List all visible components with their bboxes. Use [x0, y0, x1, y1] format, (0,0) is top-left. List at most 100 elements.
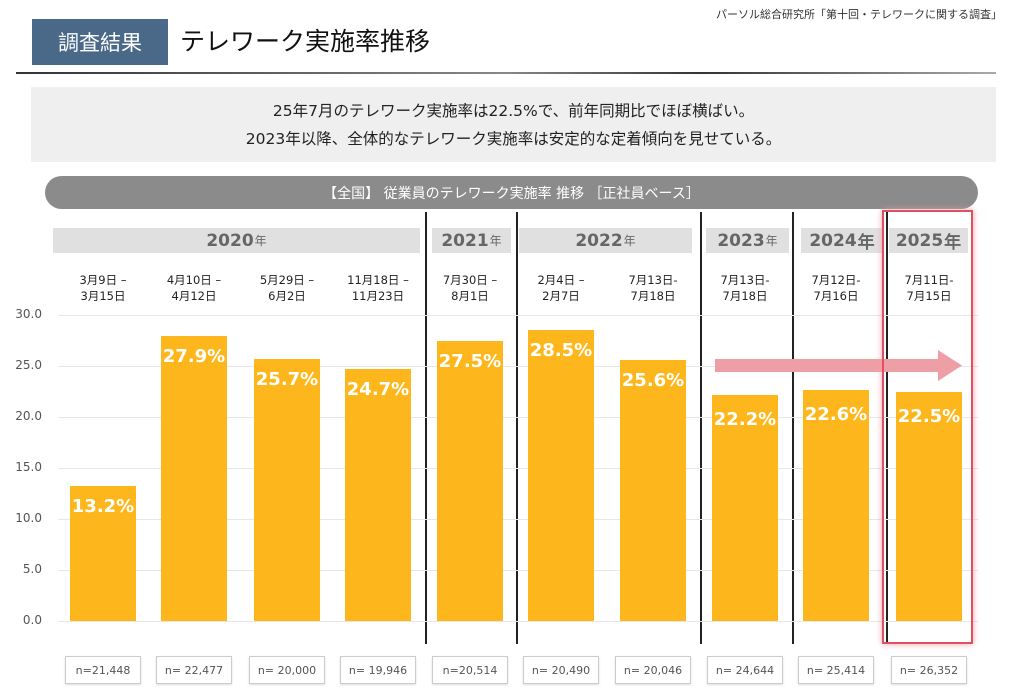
- bar: [254, 358, 320, 621]
- section-badge: 調査結果: [32, 19, 168, 65]
- data-label: 27.9%: [162, 346, 226, 368]
- sample-size: n= 20,490: [523, 656, 599, 684]
- summary-box: 25年7月のテレワーク実施率は22.5%で、前年同期比でほぼ横ばい。 2023年…: [31, 87, 996, 162]
- year-suffix: 年: [623, 234, 636, 248]
- year-header-2020: 2020 年: [53, 228, 420, 253]
- highlight-box-2025: [882, 210, 973, 644]
- chart-title: 【全国】 従業員のテレワーク実施率 推移 ［正社員ベース］: [45, 176, 978, 209]
- bar: [896, 391, 962, 621]
- date-line: 3月15日: [80, 289, 126, 303]
- date-line: 8月1日: [451, 289, 489, 303]
- gridline: [58, 315, 978, 316]
- bar: [712, 394, 778, 621]
- title-divider: [16, 72, 996, 74]
- sample-size: n= 26,352: [891, 656, 967, 684]
- bar: [528, 330, 594, 621]
- y-tick-label: 25.0: [15, 358, 42, 372]
- data-label: 22.2%: [713, 408, 777, 430]
- bar: [803, 390, 869, 621]
- period-separator: [886, 212, 888, 644]
- year-label: 2022: [575, 230, 623, 251]
- period-separator: [700, 212, 702, 644]
- y-tick-label: 0.0: [22, 613, 42, 627]
- data-label: 25.6%: [621, 369, 685, 391]
- sample-size: n= 22,477: [156, 656, 232, 684]
- date-range-label: 7月12日- 7月16日: [791, 272, 881, 304]
- date-line: 6月2日: [268, 289, 306, 303]
- sample-size: n= 20,046: [615, 656, 691, 684]
- period-separator: [425, 212, 427, 644]
- gridline: [58, 417, 978, 418]
- period-separator: [792, 212, 794, 644]
- bar: [437, 340, 503, 621]
- date-line: 7月13日-: [628, 273, 678, 287]
- y-tick-label: 20.0: [15, 409, 42, 423]
- gridline: [58, 519, 978, 520]
- bar: [161, 336, 227, 621]
- date-line: 7月13日-: [720, 273, 770, 287]
- gridline: [58, 468, 978, 469]
- y-tick-label: 10.0: [15, 511, 42, 525]
- date-range-label: 2月4日 – 2月7日: [516, 272, 606, 304]
- year-suffix: 年: [765, 234, 778, 248]
- date-range-label: 4月10日 – 4月12日: [149, 272, 239, 304]
- bar: [620, 359, 686, 621]
- date-line: 4月10日 –: [166, 273, 222, 287]
- data-label: 13.2%: [71, 496, 135, 518]
- summary-line-2: 2023年以降、全体的なテレワーク実施率は安定的な定着傾向を見せている。: [245, 130, 782, 148]
- year-header-2025: 2025 年: [889, 228, 968, 253]
- data-label: 27.5%: [438, 350, 502, 372]
- date-line: 5月29日 –: [259, 273, 315, 287]
- date-line: 7月12日-: [811, 273, 861, 287]
- gridline: [58, 570, 978, 571]
- year-header-2022: 2022 年: [519, 228, 692, 253]
- year-suffix: 年: [857, 233, 875, 253]
- bar: [345, 369, 411, 621]
- year-label: 2023: [717, 230, 765, 251]
- date-range-label: 7月30日 – 8月1日: [425, 272, 515, 304]
- date-range-label: 5月29日 – 6月2日: [242, 272, 332, 304]
- year-header-2023: 2023 年: [706, 228, 789, 253]
- year-header-2021: 2021 年: [432, 228, 511, 253]
- date-line: 7月18日: [630, 289, 676, 303]
- sample-size: n=20,514: [432, 656, 508, 684]
- year-header-2024: 2024 年: [801, 228, 883, 253]
- page-title: テレワーク実施率推移: [180, 27, 431, 56]
- date-range-label: 7月11日- 7月15日: [884, 272, 974, 304]
- bar: [70, 486, 136, 621]
- date-line: 7月16日: [813, 289, 859, 303]
- year-label: 2021: [441, 230, 489, 251]
- date-line: 7月18日: [722, 289, 768, 303]
- year-suffix: 年: [489, 234, 502, 248]
- year-label: 2024: [809, 230, 857, 251]
- data-label: 24.7%: [346, 379, 410, 401]
- sample-size: n= 24,644: [707, 656, 783, 684]
- date-line: 3月9日 –: [79, 273, 127, 287]
- data-label: 28.5%: [529, 340, 593, 362]
- date-line: 7月30日 –: [442, 273, 498, 287]
- source-note: パーソル総合研究所「第十回・テレワークに関する調査」: [716, 8, 1002, 21]
- year-label: 2020: [206, 230, 254, 251]
- y-tick-label: 30.0: [15, 307, 42, 321]
- sample-size: n=21,448: [65, 656, 141, 684]
- sample-size: n= 20,000: [249, 656, 325, 684]
- gridline: [58, 621, 978, 622]
- date-line: 2月7日: [542, 289, 580, 303]
- summary-line-1: 25年7月のテレワーク実施率は22.5%で、前年同期比でほぼ横ばい。: [272, 102, 755, 120]
- year-suffix: 年: [944, 233, 962, 253]
- date-line: 7月11日-: [904, 273, 954, 287]
- date-range-label: 11月18日 – 11月23日: [333, 272, 423, 304]
- date-line: 2月4日 –: [537, 273, 585, 287]
- date-range-label: 7月13日- 7月18日: [700, 272, 790, 304]
- period-separator: [516, 212, 518, 644]
- date-line: 11月23日: [351, 289, 405, 303]
- date-range-label: 7月13日- 7月18日: [608, 272, 698, 304]
- date-line: 4月12日: [171, 289, 217, 303]
- sample-size: n= 25,414: [798, 656, 874, 684]
- y-tick-label: 5.0: [22, 562, 42, 576]
- sample-size: n= 19,946: [340, 656, 416, 684]
- year-label: 2025: [895, 230, 944, 251]
- gridline: [58, 366, 978, 367]
- date-line: 7月15日: [906, 289, 952, 303]
- year-suffix: 年: [254, 234, 267, 248]
